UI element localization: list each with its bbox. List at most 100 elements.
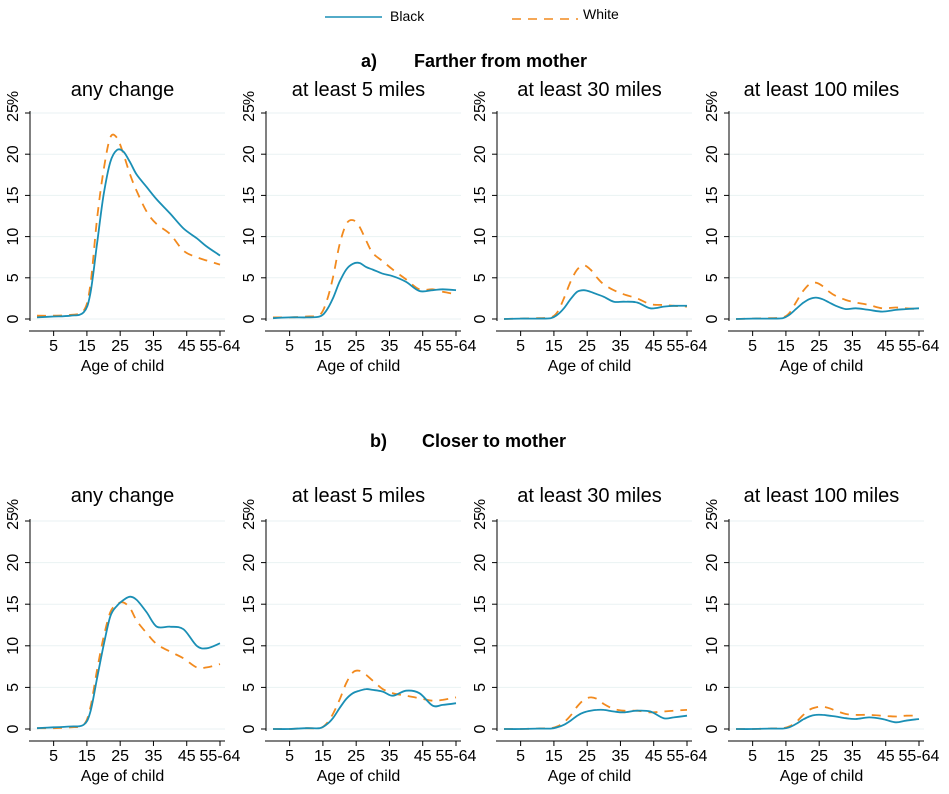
x-tick-label: 55-64 xyxy=(436,748,477,765)
y-tick-label: 25 xyxy=(241,104,258,122)
x-tick-label: 25 xyxy=(111,338,129,355)
x-tick-label: 5 xyxy=(748,338,757,355)
x-tick-label: 25 xyxy=(578,748,596,765)
x-tick-label: 45 xyxy=(877,338,895,355)
x-tick-label: 55-64 xyxy=(200,748,241,765)
y-tick-label: 25 xyxy=(704,512,721,530)
x-tick-label: 35 xyxy=(844,748,862,765)
x-tick-label: 55-64 xyxy=(436,338,477,355)
y-tick-label: 25 xyxy=(472,104,489,122)
y-tick-label: 25 xyxy=(472,512,489,530)
chart-panel-a-1: any change 0 5 10 15 20 25% 5 15 25 35 45 55-64 Age o… xyxy=(5,79,241,375)
y-axis-label: % xyxy=(704,91,721,105)
x-tick-label: 45 xyxy=(645,338,663,355)
chart-panel-b-1: any change 0 5 10 15 20 25% 5 15 25 35 45 55-64 Age o… xyxy=(5,485,241,785)
y-tick-label: 5 xyxy=(704,683,721,692)
x-tick-label: 45 xyxy=(414,748,432,765)
chart-panel-b-2: at least 5 miles 0 5 10 15 20 25% 5 15 25 35 45 55-6… xyxy=(241,485,477,785)
series-line-white xyxy=(272,669,457,730)
x-axis-label: Age of child xyxy=(317,768,401,785)
y-tick-label: 15 xyxy=(241,186,258,204)
x-tick-label: 25 xyxy=(111,748,129,765)
y-axis-label: % xyxy=(472,499,489,513)
x-tick-label: 35 xyxy=(381,338,399,355)
y-axis-label: % xyxy=(5,499,22,513)
chart-title: at least 100 miles xyxy=(744,79,900,101)
x-tick-label: 15 xyxy=(545,748,563,765)
x-tick-label: 15 xyxy=(545,338,563,355)
y-tick-label: 5 xyxy=(241,683,258,692)
panel-title-b: Closer to mother xyxy=(422,431,566,451)
y-tick-label: 0 xyxy=(704,724,721,733)
y-tick-label: 5 xyxy=(472,273,489,282)
x-tick-label: 35 xyxy=(612,748,630,765)
x-tick-label: 55-64 xyxy=(200,338,241,355)
x-tick-label: 5 xyxy=(285,748,294,765)
x-tick-label: 35 xyxy=(844,338,862,355)
x-tick-label: 15 xyxy=(314,338,332,355)
y-tick-label: 20 xyxy=(704,145,721,163)
x-tick-label: 55-64 xyxy=(667,748,708,765)
x-tick-label: 35 xyxy=(381,748,399,765)
legend: Black White xyxy=(325,6,619,24)
y-tick-label: 20 xyxy=(5,554,22,572)
x-tick-label: 15 xyxy=(78,338,96,355)
x-axis-label: Age of child xyxy=(780,358,864,375)
y-tick-label: 5 xyxy=(5,683,22,692)
y-tick-label: 20 xyxy=(704,554,721,572)
x-tick-label: 35 xyxy=(145,748,163,765)
y-tick-label: 0 xyxy=(241,314,258,323)
x-tick-label: 25 xyxy=(578,338,596,355)
series-line-white xyxy=(503,264,688,320)
y-tick-label: 20 xyxy=(472,145,489,163)
panel-label-a: a) xyxy=(361,51,377,71)
x-tick-label: 45 xyxy=(178,338,196,355)
y-tick-label: 25 xyxy=(704,104,721,122)
series-line-white xyxy=(36,601,221,730)
x-axis-label: Age of child xyxy=(81,768,165,785)
chart-panel-b-3: at least 30 miles 0 5 10 15 20 25% 5 15 25 35 45 55-… xyxy=(472,485,708,785)
chart-title: at least 100 miles xyxy=(744,485,900,507)
x-tick-label: 25 xyxy=(347,748,365,765)
x-tick-label: 5 xyxy=(748,748,757,765)
series-line-black xyxy=(735,296,920,320)
y-tick-label: 15 xyxy=(5,595,22,613)
x-tick-label: 25 xyxy=(347,338,365,355)
y-tick-label: 5 xyxy=(5,273,22,282)
panel-label-b: b) xyxy=(370,431,387,451)
chart-title: at least 5 miles xyxy=(292,79,425,101)
y-tick-label: 20 xyxy=(5,145,22,163)
y-tick-label: 5 xyxy=(704,273,721,282)
y-tick-label: 10 xyxy=(5,228,22,246)
y-tick-label: 10 xyxy=(5,637,22,655)
y-axis-label: % xyxy=(704,499,721,513)
y-tick-label: 0 xyxy=(5,724,22,733)
x-tick-label: 55-64 xyxy=(667,338,708,355)
y-tick-label: 0 xyxy=(472,724,489,733)
legend-label-black: Black xyxy=(390,8,425,24)
series-line-white xyxy=(735,705,920,730)
x-tick-label: 5 xyxy=(285,338,294,355)
series-line-white xyxy=(36,133,221,317)
panel-heading-a: a) Farther from mother xyxy=(361,51,587,71)
y-tick-label: 10 xyxy=(241,228,258,246)
y-tick-label: 10 xyxy=(472,228,489,246)
chart-title: any change xyxy=(71,485,174,507)
y-tick-label: 25 xyxy=(241,512,258,530)
x-tick-label: 25 xyxy=(810,338,828,355)
x-tick-label: 25 xyxy=(810,748,828,765)
series-line-black xyxy=(36,595,221,730)
y-tick-label: 5 xyxy=(472,683,489,692)
x-tick-label: 35 xyxy=(145,338,163,355)
y-tick-label: 0 xyxy=(472,314,489,323)
x-tick-label: 45 xyxy=(645,748,663,765)
series-line-black xyxy=(36,148,221,319)
y-tick-label: 10 xyxy=(241,637,258,655)
x-tick-label: 5 xyxy=(516,338,525,355)
y-tick-label: 20 xyxy=(472,554,489,572)
series-line-white xyxy=(503,696,688,730)
x-axis-label: Age of child xyxy=(81,358,165,375)
y-tick-label: 0 xyxy=(241,724,258,733)
x-tick-label: 45 xyxy=(414,338,432,355)
